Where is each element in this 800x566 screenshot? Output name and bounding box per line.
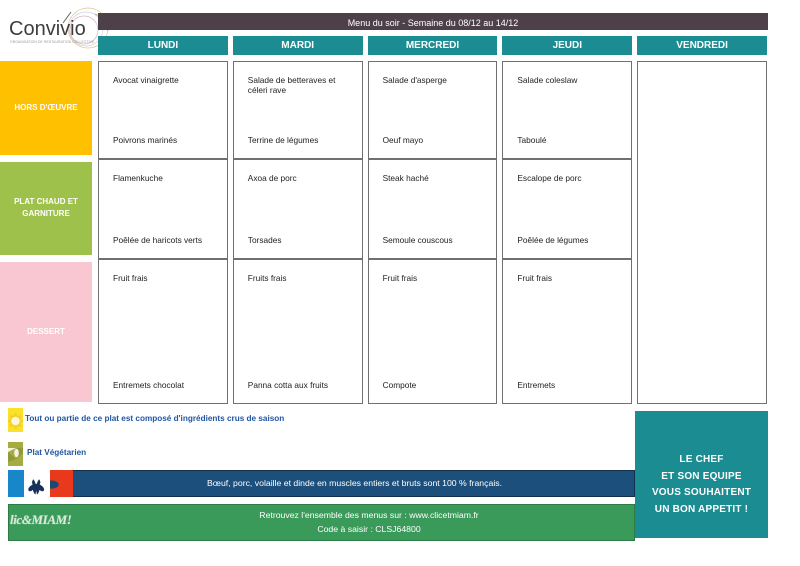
svg-text:ORGANISATION DE RESTAURATION C: ORGANISATION DE RESTAURATION COLLECTIVE — [10, 40, 95, 44]
svg-text:Convivio: Convivio — [9, 18, 86, 40]
